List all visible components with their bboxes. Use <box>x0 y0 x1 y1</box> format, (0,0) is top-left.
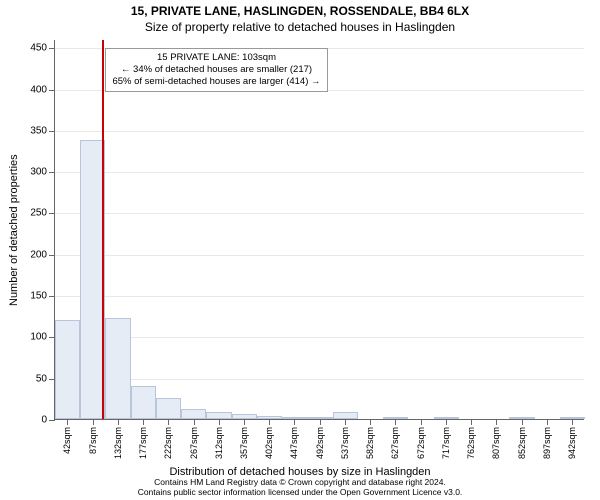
x-tick <box>547 419 548 425</box>
y-tick <box>49 172 55 173</box>
x-tick <box>168 419 169 425</box>
y-axis-label: Number of detached properties <box>8 154 20 306</box>
x-tick-label: 447sqm <box>289 427 299 459</box>
x-tick-label: 312sqm <box>214 427 224 459</box>
x-tick <box>194 419 195 425</box>
x-axis-label: Distribution of detached houses by size … <box>0 466 600 478</box>
y-tick-label: 400 <box>30 84 47 95</box>
histogram-bar <box>232 414 257 419</box>
y-tick-label: 300 <box>30 167 47 178</box>
annotation-box: 15 PRIVATE LANE: 103sqm← 34% of detached… <box>105 48 327 92</box>
histogram-bar <box>333 412 358 419</box>
histogram-bar <box>156 398 181 419</box>
x-tick <box>118 419 119 425</box>
y-tick <box>49 213 55 214</box>
x-tick-label: 627sqm <box>390 427 400 459</box>
histogram-bar <box>55 320 80 419</box>
page-subtitle: Size of property relative to detached ho… <box>0 20 600 34</box>
y-tick-label: 450 <box>30 43 47 54</box>
x-tick-label: 42sqm <box>62 427 72 454</box>
marker-line <box>102 40 104 419</box>
gridline <box>55 213 584 214</box>
x-tick-label: 672sqm <box>416 427 426 459</box>
histogram-bar <box>509 417 534 419</box>
x-tick <box>471 419 472 425</box>
x-tick-label: 807sqm <box>491 427 501 459</box>
x-tick <box>446 419 447 425</box>
histogram-plot: 05010015020025030035040045042sqm87sqm132… <box>54 40 584 420</box>
x-tick <box>269 419 270 425</box>
x-tick-label: 852sqm <box>517 427 527 459</box>
gridline <box>55 379 584 380</box>
y-tick-label: 250 <box>30 208 47 219</box>
x-tick <box>522 419 523 425</box>
y-tick-label: 150 <box>30 291 47 302</box>
x-tick <box>421 419 422 425</box>
histogram-bar <box>105 318 130 419</box>
annotation-line: 15 PRIVATE LANE: 103sqm <box>112 52 320 64</box>
gridline <box>55 255 584 256</box>
histogram-bar <box>434 417 459 419</box>
x-tick-label: 132sqm <box>113 427 123 459</box>
y-tick <box>49 420 55 421</box>
x-tick-label: 402sqm <box>264 427 274 459</box>
gridline <box>55 337 584 338</box>
x-tick-label: 942sqm <box>567 427 577 459</box>
x-tick <box>294 419 295 425</box>
histogram-bar <box>206 412 231 419</box>
y-tick-label: 350 <box>30 125 47 136</box>
x-tick-label: 267sqm <box>189 427 199 459</box>
x-tick-label: 87sqm <box>88 427 98 454</box>
gridline <box>55 131 584 132</box>
x-tick <box>143 419 144 425</box>
x-tick-label: 537sqm <box>340 427 350 459</box>
histogram-bar <box>257 416 282 419</box>
y-tick <box>49 131 55 132</box>
y-tick-label: 0 <box>41 415 47 426</box>
x-tick <box>219 419 220 425</box>
histogram-bar <box>181 409 206 419</box>
x-tick <box>67 419 68 425</box>
x-tick <box>320 419 321 425</box>
x-tick-label: 582sqm <box>365 427 375 459</box>
x-tick-label: 762sqm <box>466 427 476 459</box>
x-tick-label: 897sqm <box>542 427 552 459</box>
annotation-line: ← 34% of detached houses are smaller (21… <box>112 64 320 76</box>
gridline <box>55 172 584 173</box>
x-tick-label: 717sqm <box>441 427 451 459</box>
x-tick <box>93 419 94 425</box>
y-tick <box>49 296 55 297</box>
x-tick-label: 492sqm <box>315 427 325 459</box>
x-tick <box>244 419 245 425</box>
histogram-bar <box>383 417 408 419</box>
footer-line2: Contains public sector information licen… <box>0 488 600 498</box>
y-tick-label: 50 <box>36 373 47 384</box>
y-tick <box>49 48 55 49</box>
histogram-bar <box>282 417 307 419</box>
x-tick <box>370 419 371 425</box>
histogram-bar <box>560 417 585 419</box>
y-tick-label: 100 <box>30 332 47 343</box>
y-tick-label: 200 <box>30 249 47 260</box>
x-tick <box>395 419 396 425</box>
annotation-line: 65% of semi-detached houses are larger (… <box>112 76 320 88</box>
histogram-bar <box>307 417 332 419</box>
gridline <box>55 296 584 297</box>
x-tick-label: 222sqm <box>163 427 173 459</box>
histogram-bar <box>131 386 156 419</box>
x-tick <box>572 419 573 425</box>
x-tick-label: 177sqm <box>138 427 148 459</box>
x-tick-label: 357sqm <box>239 427 249 459</box>
y-tick <box>49 255 55 256</box>
x-tick <box>345 419 346 425</box>
page-title: 15, PRIVATE LANE, HASLINGDEN, ROSSENDALE… <box>0 4 600 18</box>
footer-attribution: Contains HM Land Registry data © Crown c… <box>0 478 600 498</box>
x-tick <box>496 419 497 425</box>
y-tick <box>49 90 55 91</box>
